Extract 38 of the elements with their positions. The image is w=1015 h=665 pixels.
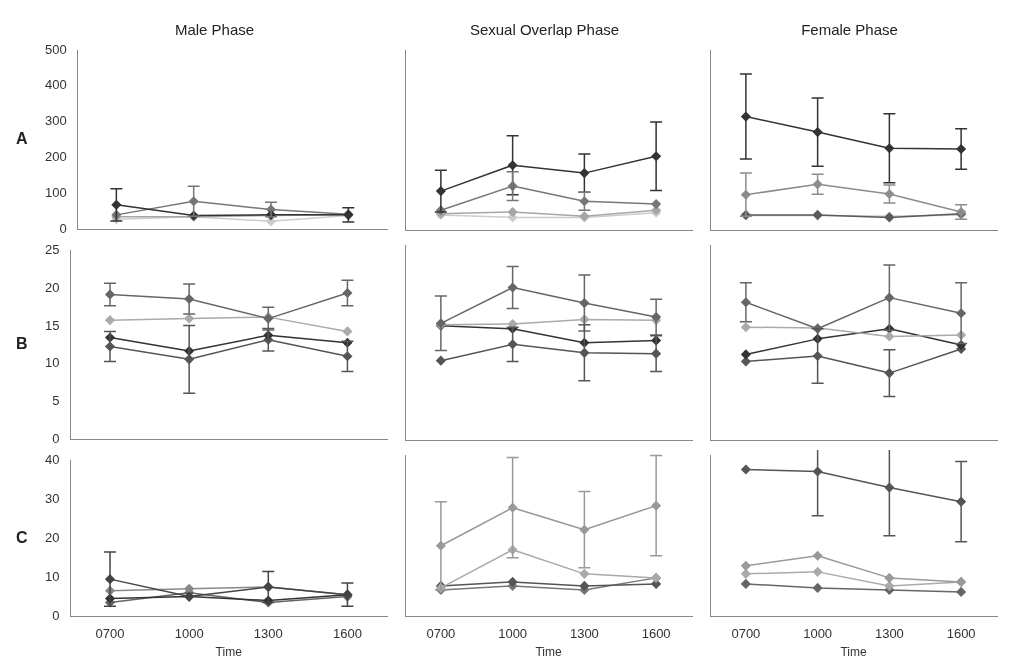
y-tick-label: 100 bbox=[44, 184, 67, 200]
x-tick-label: 1300 bbox=[253, 626, 283, 642]
y-tick-label: 5 bbox=[52, 393, 60, 409]
y-tick-label: 10 bbox=[44, 355, 60, 371]
x-tick-label: 0700 bbox=[426, 626, 456, 642]
x-axis-title: Time bbox=[535, 645, 562, 660]
chart-title: Female Phase bbox=[801, 21, 898, 39]
x-tick-label: 1000 bbox=[174, 626, 204, 642]
y-tick-label: 20 bbox=[44, 280, 60, 296]
y-tick-label: 20 bbox=[44, 529, 60, 545]
y-tick-label: 0 bbox=[52, 607, 60, 623]
y-tick-label: 30 bbox=[44, 491, 60, 507]
text: B bbox=[16, 335, 28, 353]
text: C bbox=[16, 528, 28, 546]
y-tick-label: 0 bbox=[52, 430, 60, 446]
text: A bbox=[16, 130, 28, 148]
x-tick-label: 1600 bbox=[946, 626, 976, 642]
x-tick-label: 0700 bbox=[731, 626, 761, 642]
chart-title: Sexual Overlap Phase bbox=[469, 21, 620, 39]
y-tick-label: 300 bbox=[44, 113, 67, 129]
x-axis-title: Time bbox=[215, 645, 243, 660]
x-axis-title: Time bbox=[840, 645, 867, 660]
y-tick-label: 10 bbox=[44, 568, 60, 584]
x-tick-label: 1300 bbox=[874, 626, 904, 642]
chart-title: Male Phase bbox=[174, 21, 255, 39]
y-tick-label: 0 bbox=[59, 220, 67, 236]
y-tick-label: 25 bbox=[44, 242, 60, 258]
x-tick-label: 1600 bbox=[641, 626, 671, 642]
y-tick-label: 15 bbox=[44, 317, 60, 333]
x-tick-label: 1600 bbox=[332, 626, 362, 642]
y-tick-label: 200 bbox=[44, 149, 67, 165]
x-tick-label: 1300 bbox=[569, 626, 599, 642]
x-tick-label: 1000 bbox=[803, 626, 833, 642]
x-tick-label: 1000 bbox=[498, 626, 528, 642]
x-tick-label: 0700 bbox=[95, 626, 125, 642]
y-tick-label: 40 bbox=[44, 452, 60, 468]
y-tick-label: 500 bbox=[44, 41, 67, 57]
y-tick-label: 400 bbox=[44, 77, 67, 93]
